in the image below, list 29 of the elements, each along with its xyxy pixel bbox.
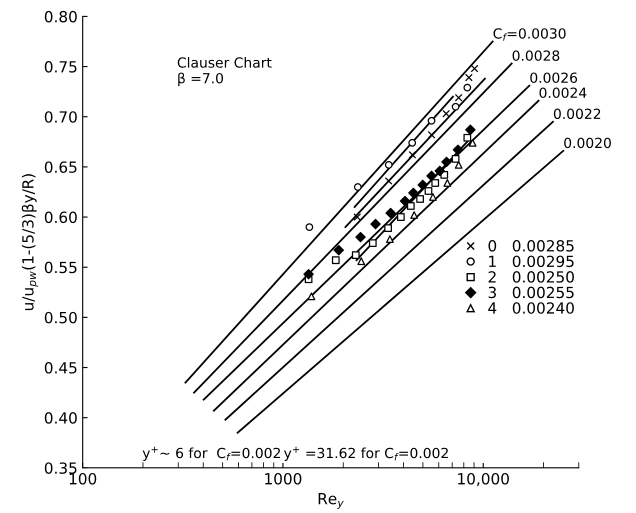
annotation: y$^{+}$ =31.62 for C$_{f}$=0.002 <box>284 446 448 461</box>
legend-label: 1 0.00295 <box>489 256 574 268</box>
y-tick-label: 0.50 <box>44 312 77 324</box>
series-label: 0.0026 <box>530 72 578 83</box>
y-tick-label: 0.80 <box>44 10 77 22</box>
y-tick-label: 0.55 <box>44 262 76 274</box>
series-label: 0.0028 <box>512 50 560 61</box>
annotation: y$^{+}$~ 6 for C$_{f}$=0.002 <box>142 446 280 461</box>
x-axis-title: Re$_{y}$ <box>318 493 344 509</box>
x-tick-label: 1000 <box>265 472 302 485</box>
series-label: C$_{f}$=0.0030 <box>493 28 566 41</box>
legend-label: 2 0.00250 <box>488 271 574 283</box>
legend-label: 3 0.00255 <box>488 286 574 298</box>
series-label: 0.0020 <box>564 138 611 148</box>
y-tick-label: 0.65 <box>44 161 76 173</box>
series-label: 0.0024 <box>539 87 586 98</box>
x-tick-label: 10,000 <box>458 472 509 486</box>
y-tick-label: 0.40 <box>44 412 77 424</box>
annotation: Clauser Chart β =7.0 <box>178 57 272 86</box>
legend-label: 0 0.00285 <box>488 240 574 252</box>
x-tick-label: 100 <box>70 472 96 485</box>
y-tick-label: 0.60 <box>44 212 77 224</box>
y-tick-label: 0.75 <box>44 61 76 73</box>
y-tick-label: 0.35 <box>44 462 76 474</box>
series-label: 0.0022 <box>554 108 600 120</box>
y-tick-label: 0.45 <box>44 362 76 374</box>
y-axis-title: u/u$_{pw}$(1-(5/3)βy/R) <box>22 174 38 310</box>
legend-label: 4 0.00240 <box>488 302 574 314</box>
y-tick-label: 0.70 <box>44 111 77 123</box>
